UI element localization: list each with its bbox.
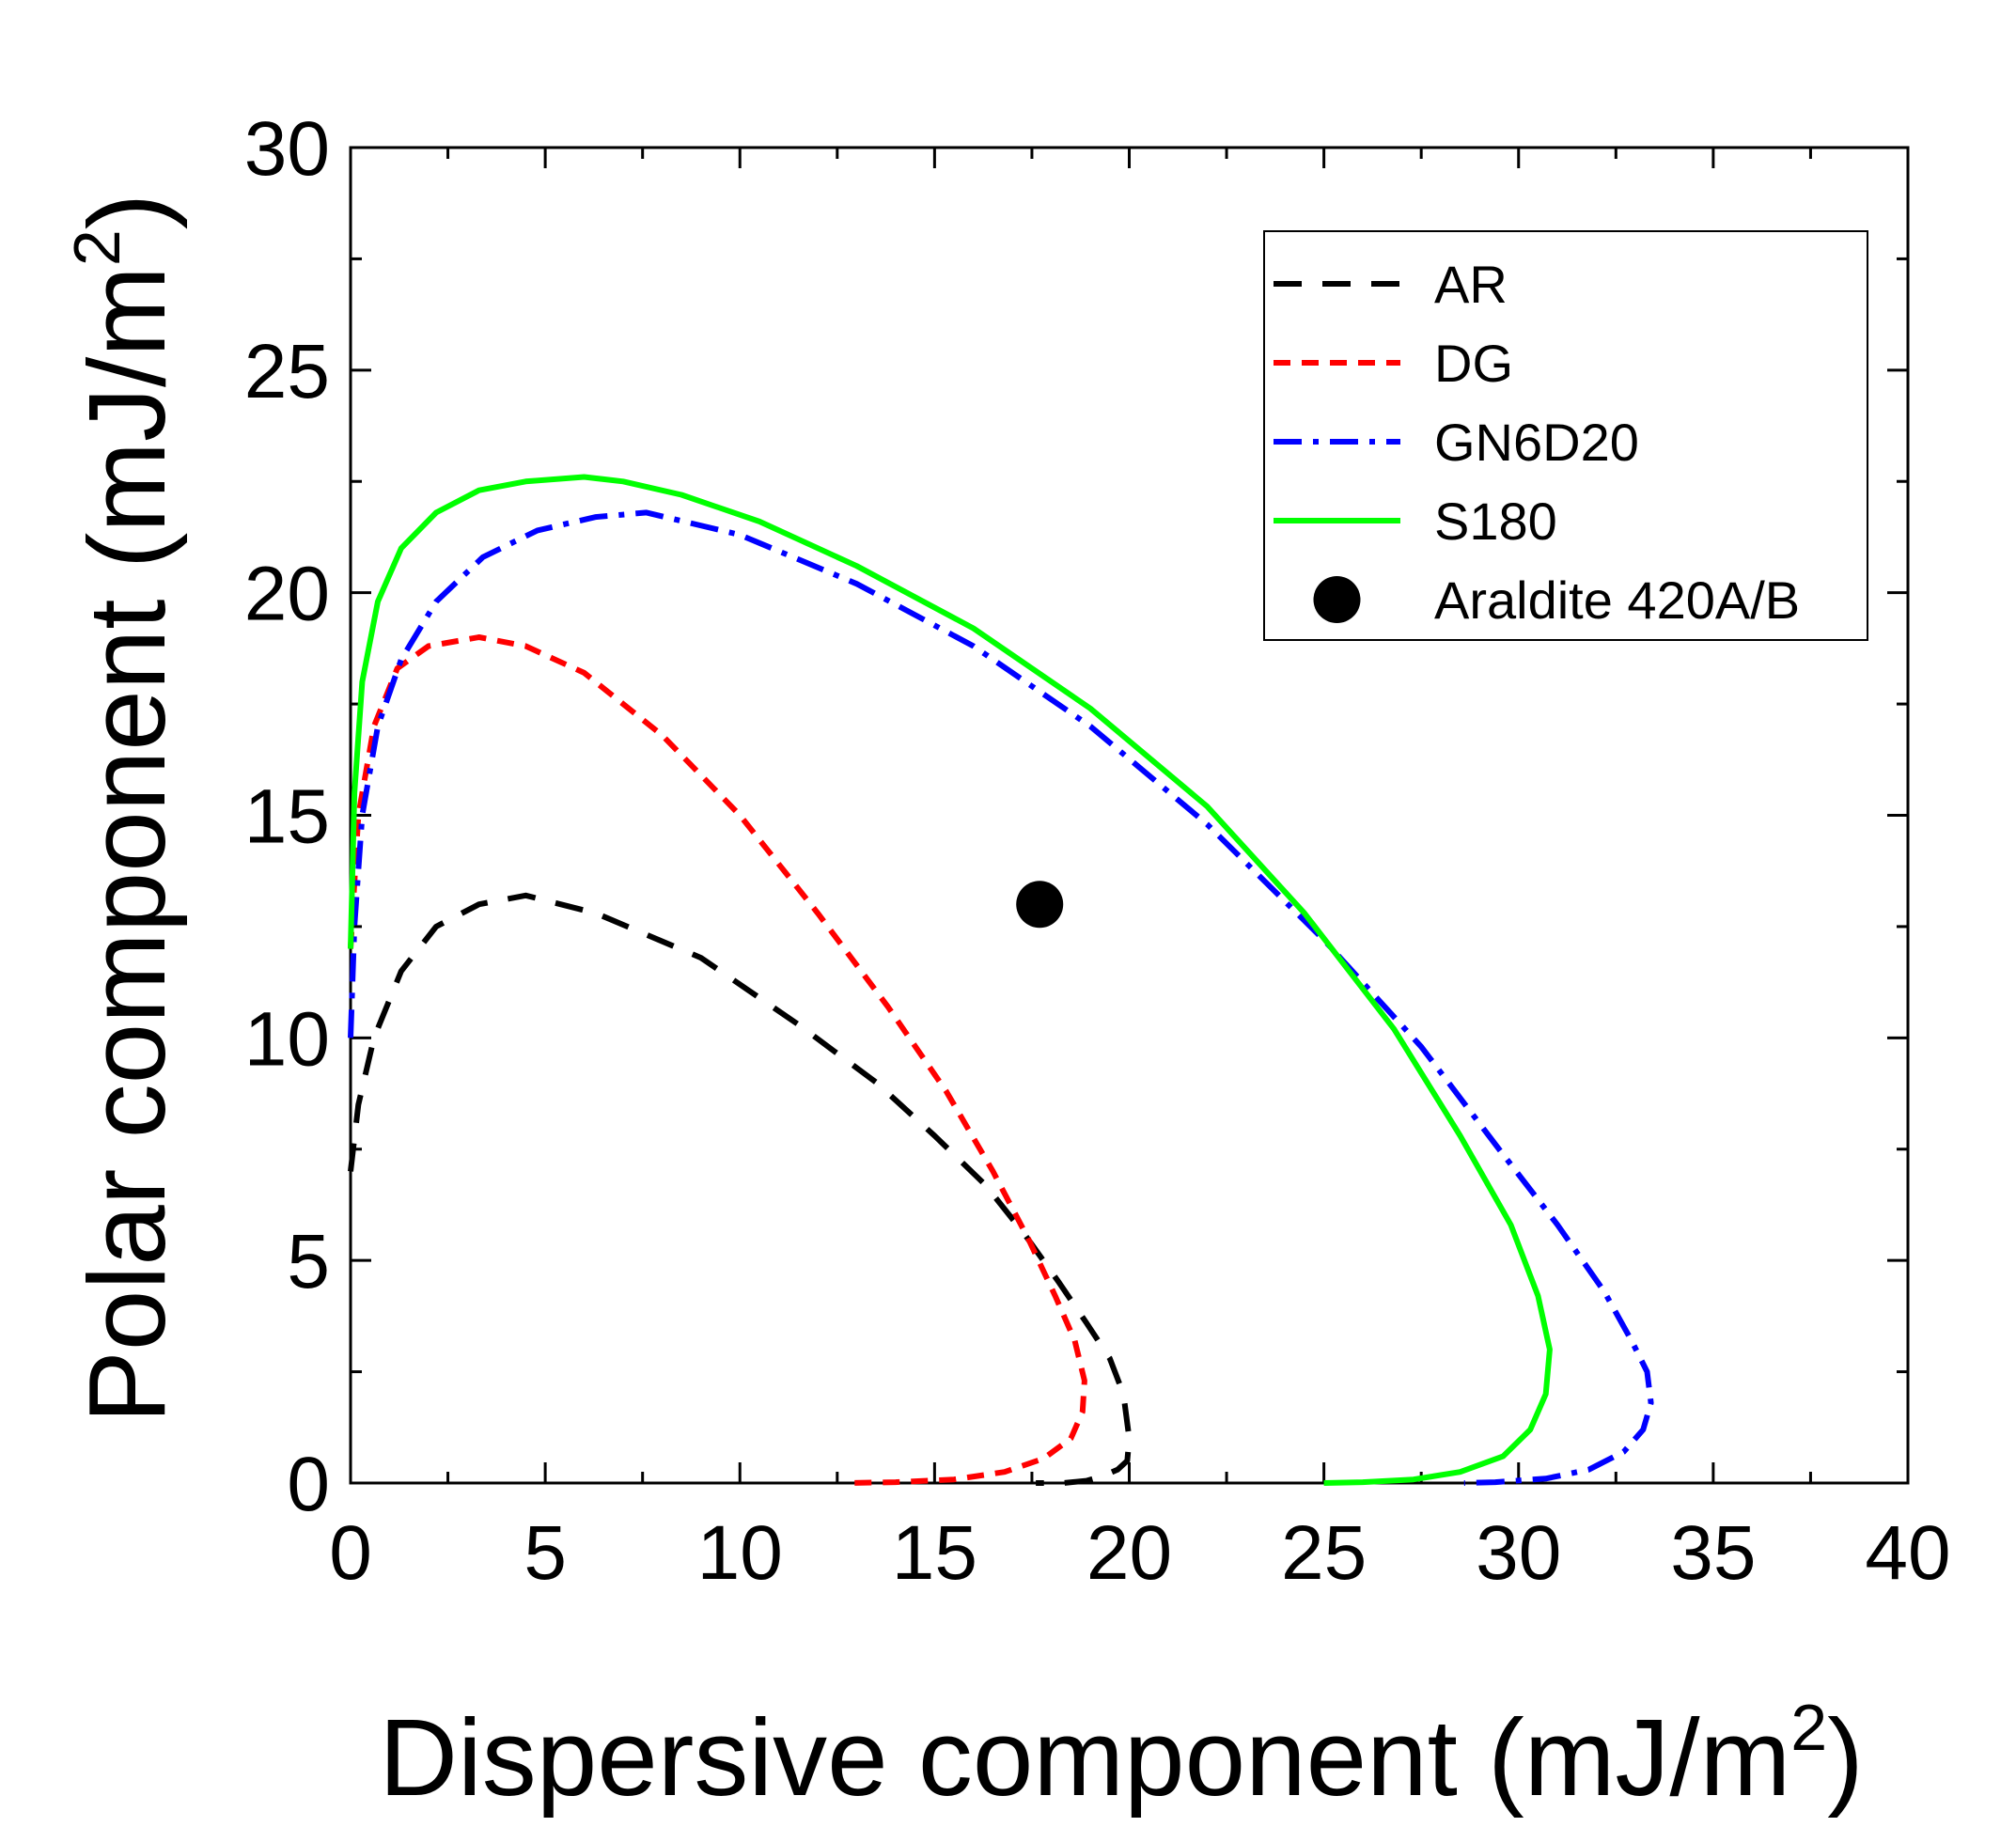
series-group	[348, 474, 1654, 1486]
x-tick-label: 30	[1476, 1510, 1561, 1596]
x-tick-label: 20	[1086, 1510, 1172, 1596]
legend: AR DG GN6D20 S180 Araldite 420A/B	[1263, 230, 1868, 641]
series-line-dg	[348, 634, 1087, 1486]
y-axis-title: Polar component (mJ/m2)	[60, 194, 188, 1424]
x-tick-label: 10	[697, 1510, 783, 1596]
y-tick-label: 0	[287, 1442, 330, 1527]
y-tick-label: 30	[244, 106, 330, 192]
x-tick-label: 5	[524, 1510, 567, 1596]
y-tick-label: 10	[244, 996, 330, 1082]
legend-label-araldite-420a-b: Araldite 420A/B	[1434, 570, 1800, 630]
legend-marker-araldite-420a-b	[1313, 576, 1361, 623]
axis-ticks: 0 5 10 15 20 25 30 35 40 0 5 10 15 20 25 30	[244, 106, 1951, 1596]
series-line-s180	[348, 474, 1553, 1486]
y-tick-label: 5	[287, 1219, 330, 1304]
legend-label-ar: AR	[1434, 255, 1508, 314]
legend-label-s180: S180	[1434, 492, 1557, 551]
point-araldite-420a-b	[1016, 881, 1064, 929]
legend-label-gn6d20: GN6D20	[1434, 413, 1639, 472]
x-tick-label: 0	[329, 1510, 372, 1596]
x-tick-label: 35	[1670, 1510, 1756, 1596]
y-tick-label: 20	[244, 552, 330, 637]
y-tick-label: 15	[244, 774, 330, 860]
x-tick-label: 40	[1865, 1510, 1950, 1596]
series-line-ar	[348, 892, 1133, 1486]
legend-label-dg: DG	[1434, 334, 1513, 393]
x-tick-label: 25	[1281, 1510, 1367, 1596]
legend-box	[1263, 230, 1868, 641]
y-tick-label: 25	[244, 329, 330, 414]
x-tick-label: 15	[892, 1510, 977, 1596]
x-axis-title: Dispersive component (mJ/m2)	[379, 1691, 1864, 1819]
series-line-gn6d20	[348, 509, 1654, 1486]
